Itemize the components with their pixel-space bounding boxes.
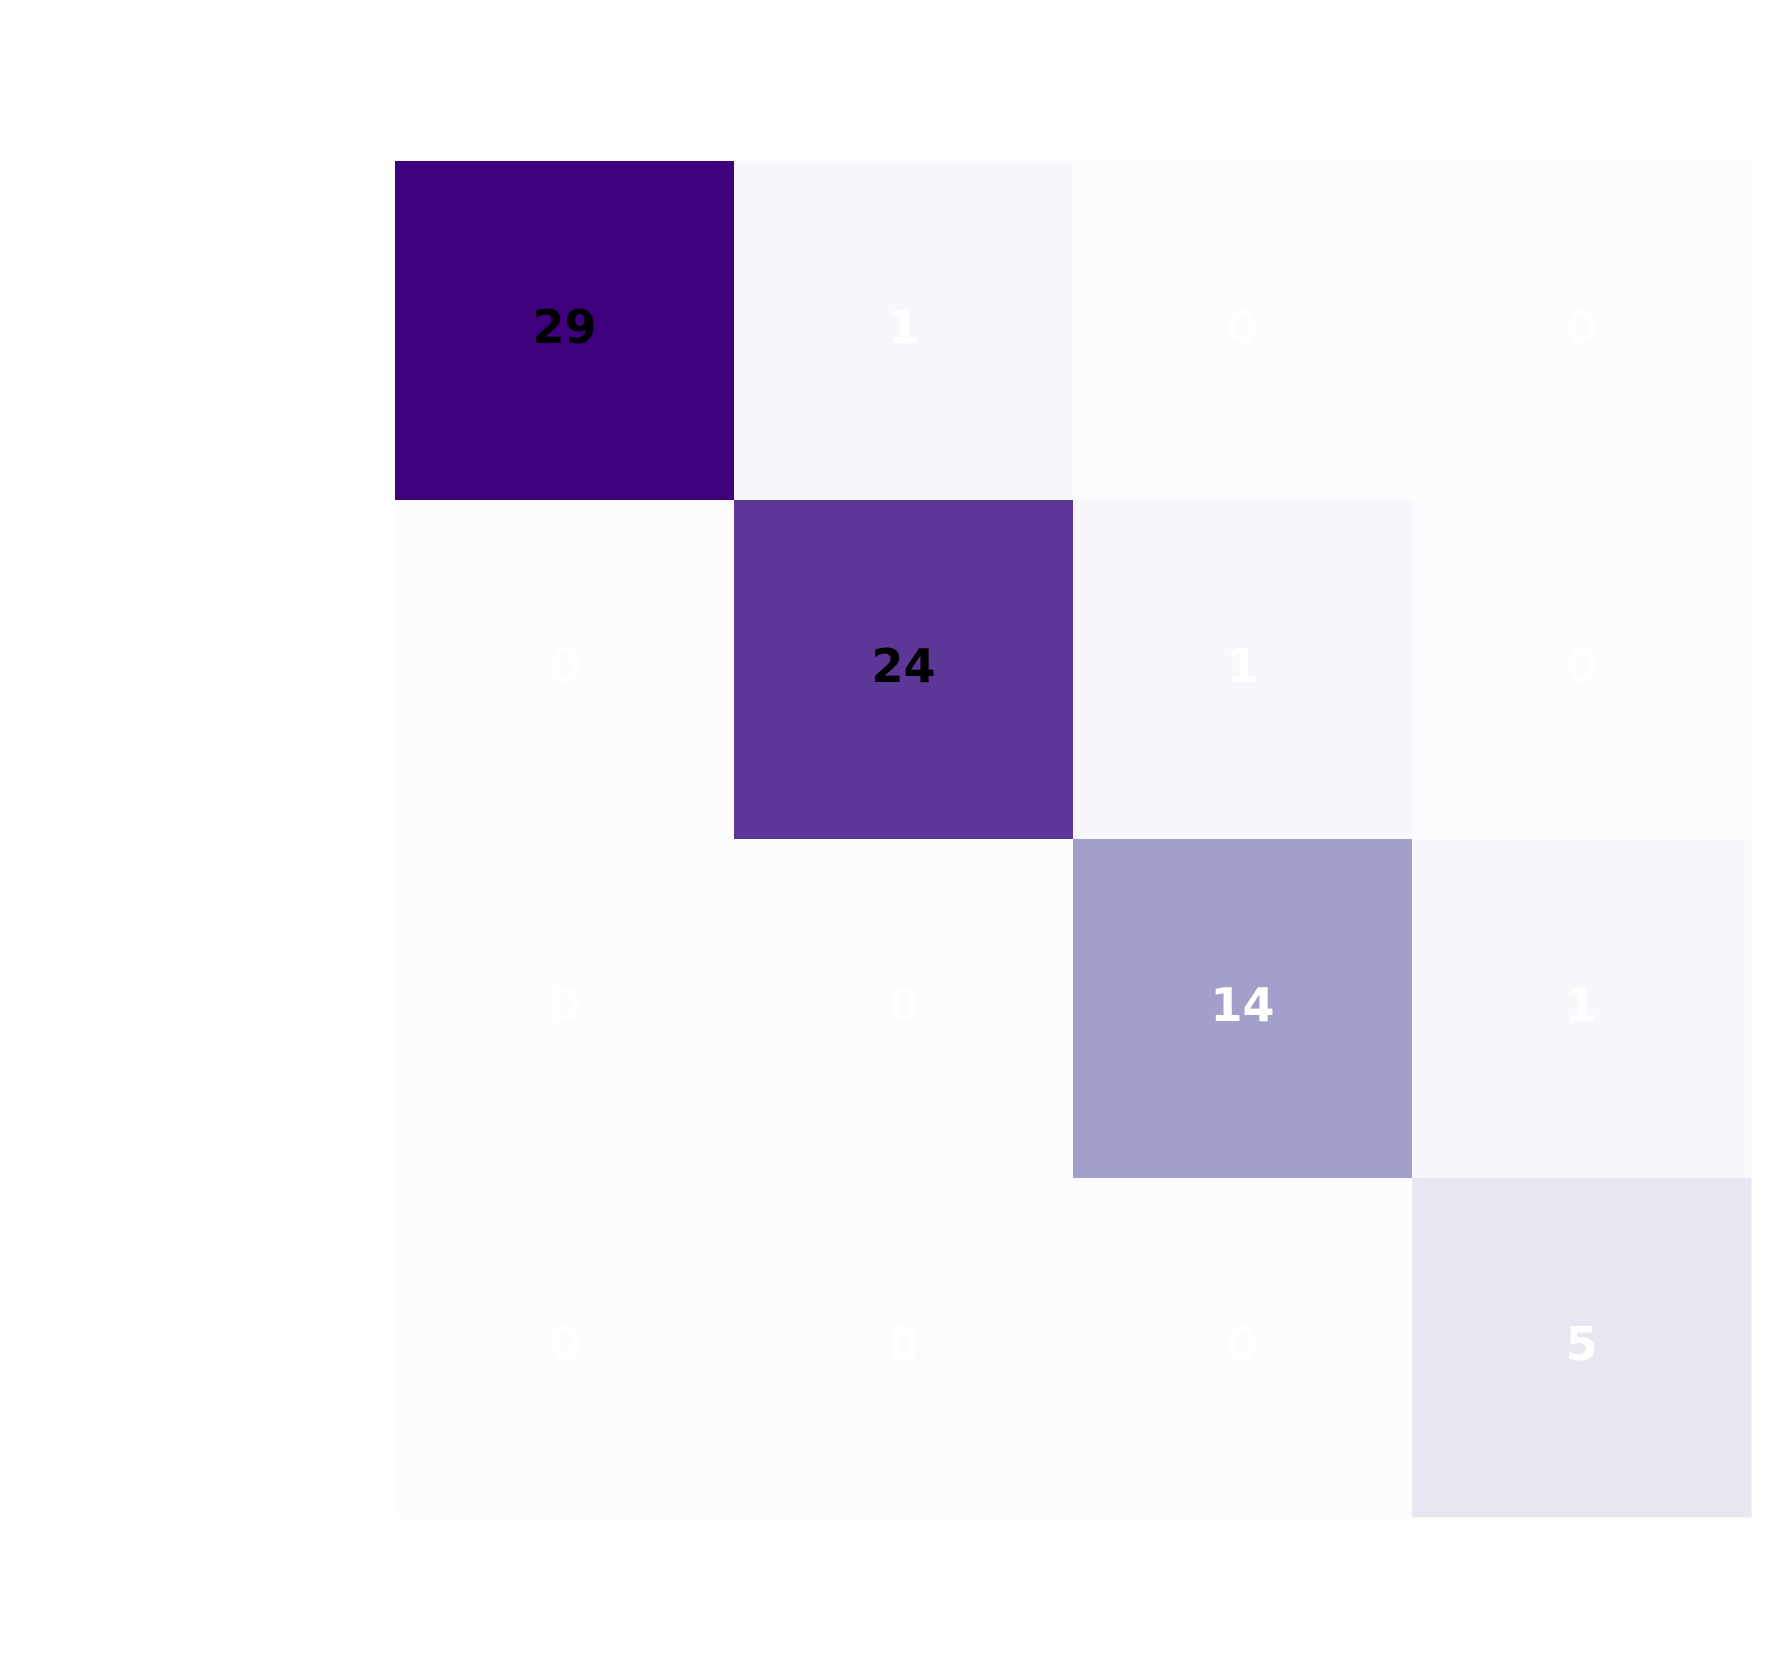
- heatmap-cell: [395, 839, 735, 1179]
- heatmap-cell: [734, 1178, 1074, 1518]
- heatmap-cell: [1412, 161, 1752, 501]
- cell-label: 0: [1226, 1317, 1258, 1371]
- heatmap-cell: [395, 1178, 735, 1518]
- heatmap-cell: [1073, 500, 1413, 840]
- cell-label: 0: [887, 1317, 919, 1371]
- heatmap-cell: [1412, 1178, 1752, 1518]
- heatmap-cell: [1073, 1178, 1413, 1518]
- cell-label: 0: [548, 1317, 580, 1371]
- cell-label: 1: [887, 300, 919, 354]
- heatmap-cell: [1073, 839, 1413, 1179]
- cell-label: 0: [548, 978, 580, 1032]
- heatmap-cell: [1412, 500, 1752, 840]
- heatmap-cell: [1073, 161, 1413, 501]
- cell-label: 0: [1565, 300, 1597, 354]
- heatmap-cell: [734, 500, 1074, 840]
- cell-label: 1: [1565, 978, 1597, 1032]
- cell-label: 29: [532, 300, 596, 354]
- heatmap-cell: [395, 500, 735, 840]
- heatmap-cell: [734, 161, 1074, 501]
- cell-label: 24: [871, 639, 935, 693]
- cell-label: 0: [548, 639, 580, 693]
- heatmap-cell: [734, 839, 1074, 1179]
- heatmap-cell: [395, 161, 735, 501]
- cell-label: 1: [1226, 639, 1258, 693]
- cell-label: 0: [887, 978, 919, 1032]
- cell-label: 5: [1565, 1317, 1597, 1371]
- cell-label: 0: [1226, 300, 1258, 354]
- heatmap-cell: [1412, 839, 1752, 1179]
- cell-label: 0: [1565, 639, 1597, 693]
- cell-label: 14: [1210, 978, 1274, 1032]
